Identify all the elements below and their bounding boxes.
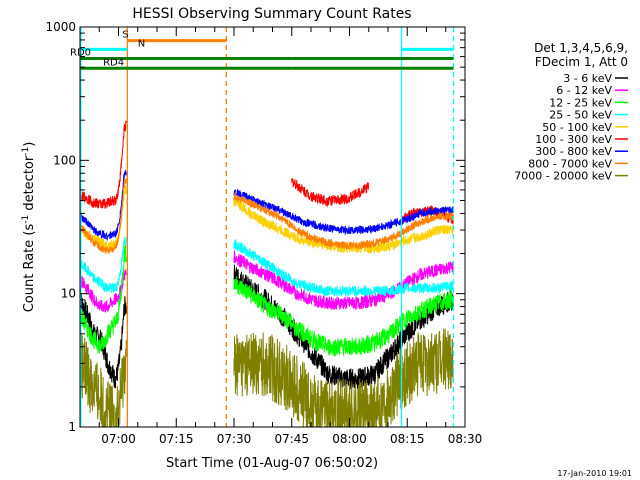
footer-timestamp: 17-Jan-2010 19:01: [557, 469, 632, 478]
legend-label-7: 800 - 7000 keV: [528, 157, 612, 170]
chart-title: HESSI Observing Summary Count Rates: [132, 6, 411, 22]
y-tick-label: 1000: [45, 20, 76, 34]
legend-label-5: 100 - 300 keV: [535, 133, 612, 146]
series-line: [233, 239, 454, 297]
legend-label-8: 7000 - 20000 keV: [514, 170, 612, 183]
legend-label-1: 6 - 12 keV: [556, 84, 612, 97]
vline-layer: [80, 27, 455, 427]
flag-label-rd4: RD4: [103, 57, 124, 68]
flag-layer: SN RD0 RD4: [70, 30, 454, 70]
flag-label-rd0: RD0: [70, 48, 91, 59]
series-6: [79, 169, 454, 241]
series-line: [79, 178, 127, 255]
x-tick-label: 07:45: [274, 432, 309, 446]
x-tick-label: 08:15: [390, 432, 425, 446]
y-axis-label-end: ): [22, 142, 37, 147]
x-tick-label: 08:00: [332, 432, 367, 446]
series-line: [233, 250, 454, 310]
legend-label-2: 12 - 25 keV: [549, 96, 612, 109]
flag-label-n: N: [138, 38, 145, 49]
x-tick-label: 07:30: [217, 432, 252, 446]
series-7: [79, 178, 454, 255]
x-axis-label: Start Time (01-Aug-07 06:50:02): [166, 456, 378, 471]
series-line: [233, 191, 454, 250]
legend-label-4: 50 - 100 keV: [542, 121, 612, 134]
legend-header-1: Det 1,3,4,5,6,9,: [534, 41, 628, 55]
series-1: [79, 250, 454, 314]
y-tick-label: 10: [61, 287, 76, 301]
series-line: [233, 328, 454, 428]
legend-label-3: 25 - 50 keV: [549, 109, 612, 122]
x-tick-label: 07:00: [101, 432, 136, 446]
series-line: [79, 269, 127, 314]
flag-label-s: S: [122, 30, 128, 41]
y-axis-label-mid: detector: [22, 155, 37, 215]
series-line: [233, 276, 454, 357]
series-line: [79, 333, 127, 428]
y-tick-label: 1: [68, 420, 76, 434]
legend-label-6: 300 - 800 keV: [535, 145, 612, 158]
series-line: [79, 120, 127, 209]
series-line: [291, 177, 369, 208]
x-tick-label: 07:15: [159, 432, 194, 446]
y-axis-label: Count Rate (s-1 detector-1): [21, 142, 37, 313]
series-8: [79, 328, 454, 428]
series-2: [79, 244, 454, 357]
series-line: [233, 196, 454, 254]
series-line: [79, 169, 127, 241]
y-axis-label-sup1: -1: [21, 215, 31, 224]
series-line: [79, 244, 127, 354]
y-tick-label: 100: [53, 153, 76, 167]
legend: Det 1,3,4,5,6,9, FDecim 1, Att 0 3 - 6 k…: [514, 41, 628, 183]
y-axis-label-main: Count Rate (s: [22, 224, 37, 313]
y-axis-label-sup2: -1: [21, 147, 31, 156]
x-tick-label: 08:30: [448, 432, 483, 446]
legend-header-2: FDecim 1, Att 0: [535, 55, 628, 69]
legend-label-0: 3 - 6 keV: [563, 72, 612, 85]
axis-layer: 1 10 100 1000 07:00 07:15 07:30 07:45 08:00 08:15…: [45, 20, 482, 446]
series-line: [233, 189, 454, 236]
series-line: [79, 236, 127, 293]
series-3: [79, 236, 454, 297]
series-layer: [79, 120, 454, 428]
